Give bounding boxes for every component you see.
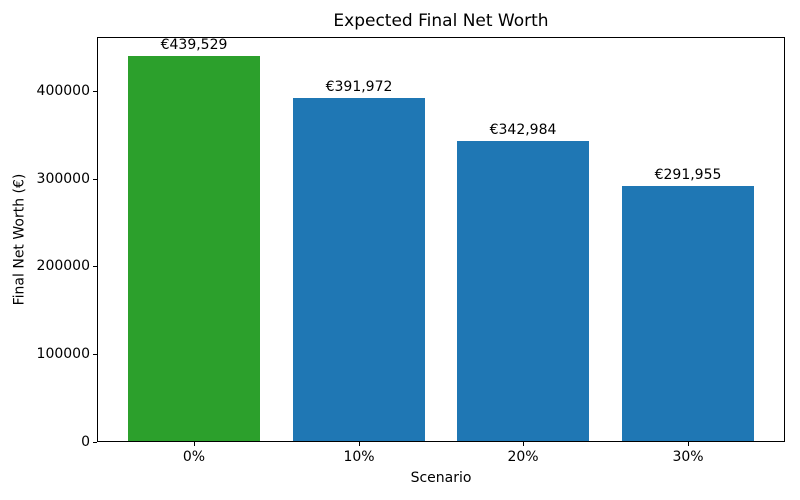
bar-value-label: €342,984 bbox=[489, 122, 557, 138]
bar-10% bbox=[293, 98, 425, 442]
x-tick-label: 0% bbox=[182, 449, 206, 465]
bar-30% bbox=[622, 186, 754, 442]
y-tick-mark bbox=[93, 179, 97, 180]
x-tick-mark bbox=[523, 442, 524, 446]
bar-value-label: €439,529 bbox=[160, 37, 228, 53]
y-tick-label: 300000 bbox=[36, 171, 90, 187]
y-tick-mark bbox=[93, 91, 97, 92]
y-tick-label: 400000 bbox=[36, 83, 90, 99]
x-tick-mark bbox=[688, 442, 689, 446]
x-tick-mark bbox=[194, 442, 195, 446]
x-tick-label: 30% bbox=[672, 449, 704, 465]
y-tick-mark bbox=[93, 354, 97, 355]
y-tick-mark bbox=[93, 442, 97, 443]
x-tick-mark bbox=[359, 442, 360, 446]
y-tick-label: 0 bbox=[81, 434, 90, 450]
x-tick-label: 10% bbox=[343, 449, 375, 465]
y-tick-label: 100000 bbox=[36, 346, 90, 362]
bar-20% bbox=[457, 141, 589, 442]
bar-value-label: €291,955 bbox=[654, 167, 722, 183]
x-tick-label: 20% bbox=[507, 449, 539, 465]
y-axis-title: Final Net Worth (€) bbox=[11, 173, 28, 306]
bar-0% bbox=[128, 56, 260, 442]
y-tick-label: 200000 bbox=[36, 258, 90, 274]
chart-title: Expected Final Net Worth bbox=[333, 11, 549, 31]
y-tick-mark bbox=[93, 266, 97, 267]
bar-value-label: €391,972 bbox=[325, 79, 393, 95]
x-axis-title: Scenario bbox=[410, 470, 472, 486]
